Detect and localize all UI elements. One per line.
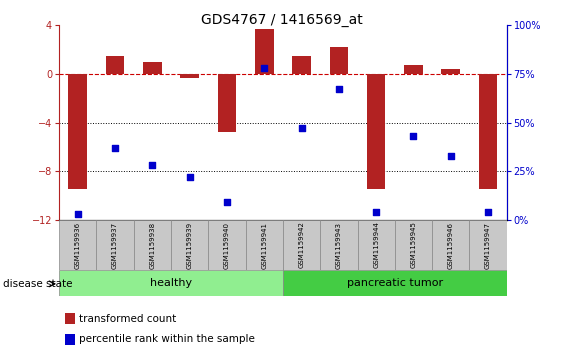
Point [446, 152, 455, 158]
Point [148, 162, 157, 168]
Point [73, 211, 82, 217]
Bar [395, 220, 432, 270]
Bar [171, 220, 208, 270]
Bar [255, 29, 274, 74]
Text: GSM1159944: GSM1159944 [373, 221, 379, 269]
Text: GSM1159942: GSM1159942 [298, 221, 305, 269]
Bar [96, 220, 133, 270]
Bar [218, 74, 236, 132]
Text: GSM1159937: GSM1159937 [112, 221, 118, 269]
Bar [292, 56, 311, 74]
Text: GSM1159939: GSM1159939 [187, 221, 193, 269]
Text: GSM1159946: GSM1159946 [448, 221, 454, 269]
Bar [143, 62, 162, 74]
Bar [329, 47, 348, 74]
Point [372, 209, 381, 215]
Bar [404, 65, 423, 74]
Text: percentile rank within the sample: percentile rank within the sample [79, 334, 254, 344]
Bar [283, 270, 507, 296]
Text: transformed count: transformed count [79, 314, 176, 324]
Text: GSM1159936: GSM1159936 [75, 221, 81, 269]
Bar [180, 74, 199, 78]
Bar [367, 74, 386, 189]
Point [110, 145, 119, 151]
Point [484, 209, 493, 215]
Point [222, 199, 231, 205]
Point [409, 133, 418, 139]
Point [260, 65, 269, 71]
Bar [358, 220, 395, 270]
Text: GSM1159938: GSM1159938 [149, 221, 155, 269]
Bar [69, 74, 87, 189]
Bar [245, 220, 283, 270]
Text: pancreatic tumor: pancreatic tumor [347, 278, 443, 288]
Point [185, 174, 194, 180]
Text: GDS4767 / 1416569_at: GDS4767 / 1416569_at [200, 13, 363, 27]
Bar [59, 270, 283, 296]
Bar [59, 220, 96, 270]
Bar [470, 220, 507, 270]
Bar [106, 56, 124, 74]
Text: GSM1159945: GSM1159945 [410, 221, 417, 269]
Bar [283, 220, 320, 270]
Text: GSM1159940: GSM1159940 [224, 221, 230, 269]
Text: healthy: healthy [150, 278, 192, 288]
Bar [441, 69, 460, 74]
Bar [134, 220, 171, 270]
Text: GSM1159943: GSM1159943 [336, 221, 342, 269]
Text: disease state: disease state [3, 279, 72, 289]
Bar [320, 220, 358, 270]
Text: GSM1159941: GSM1159941 [261, 221, 267, 269]
Bar [432, 220, 470, 270]
Text: GSM1159947: GSM1159947 [485, 221, 491, 269]
Point [334, 87, 343, 93]
Bar [208, 220, 245, 270]
Point [297, 126, 306, 131]
Bar [479, 74, 497, 189]
